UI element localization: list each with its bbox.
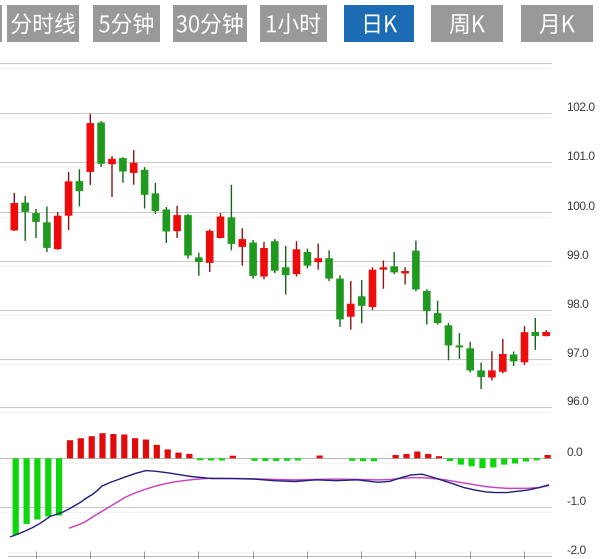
svg-text:102.0: 102.0 [567, 100, 595, 114]
svg-text:98.0: 98.0 [567, 297, 589, 311]
svg-text:-1.0: -1.0 [567, 494, 587, 508]
svg-text:96.0: 96.0 [567, 394, 589, 408]
svg-text:100.0: 100.0 [567, 199, 595, 213]
svg-text:99.0: 99.0 [567, 248, 589, 262]
svg-text:101.0: 101.0 [567, 149, 595, 163]
svg-text:-2.0: -2.0 [567, 543, 587, 557]
svg-text:97.0: 97.0 [567, 346, 589, 360]
svg-text:0.0: 0.0 [567, 445, 583, 459]
